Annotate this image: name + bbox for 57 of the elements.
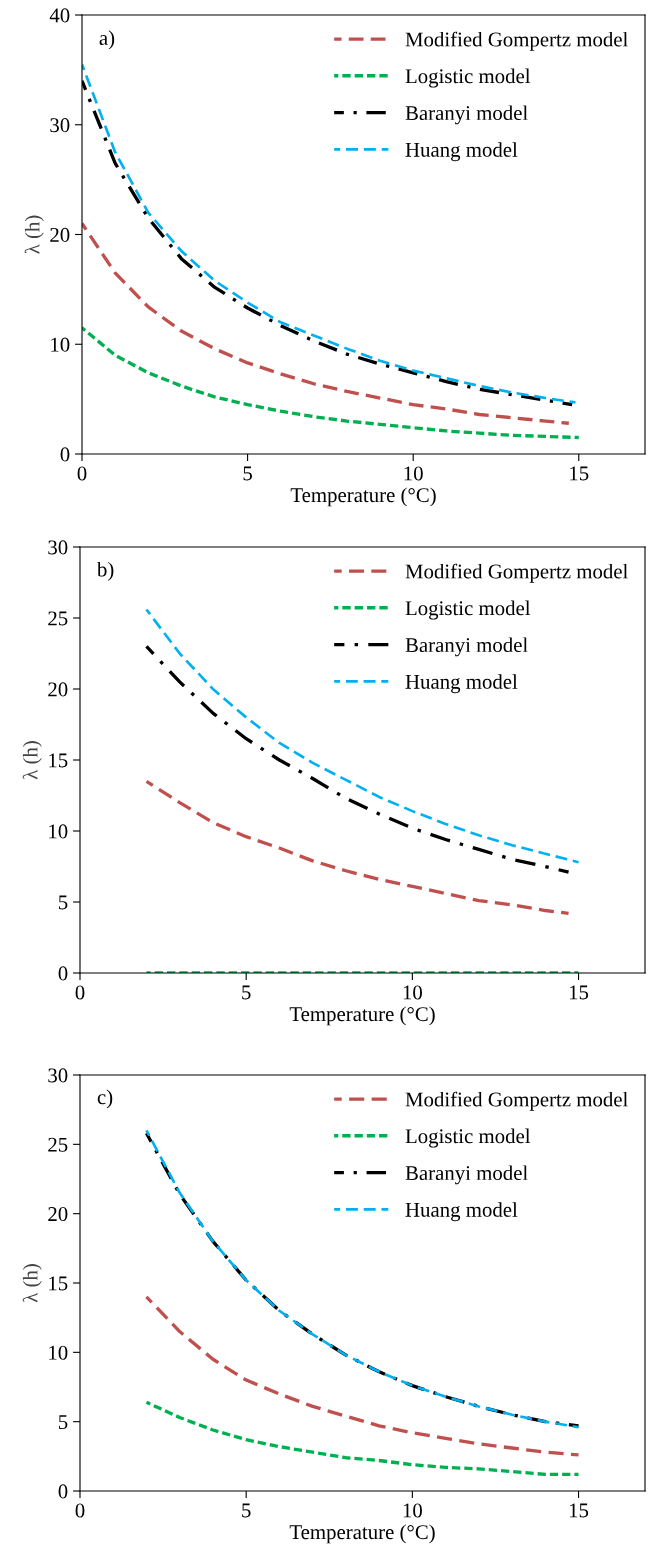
annotation: b)	[96, 561, 114, 581]
y-axis-title: λ (h)	[22, 1264, 42, 1303]
legend-label: Modified Gompertz model	[405, 31, 628, 51]
y-tick-label: 30	[50, 118, 70, 133]
x-tick-label: 10	[403, 1503, 422, 1518]
line-series	[82, 326, 581, 440]
x-axis-title: Temperature (°C)	[289, 1006, 435, 1026]
legend-label: Baranyi model	[405, 105, 528, 125]
y-tick-label: 25	[48, 611, 68, 626]
x-tick-label: 15	[569, 985, 589, 1000]
line-series	[144, 1295, 581, 1457]
x-tick-label: 5	[242, 985, 251, 1000]
annotation: c)	[97, 1089, 113, 1109]
legend-label: Modified Gompertz model	[405, 563, 628, 583]
x-tick-label: 10	[404, 466, 423, 481]
y-tick-label: 30	[48, 540, 68, 555]
line-series	[144, 1400, 581, 1477]
x-tick-label: 0	[75, 985, 85, 1000]
y-tick-label: 40	[49, 8, 70, 23]
y-axis-title: λ (h)	[24, 215, 44, 254]
y-tick-label: 10	[51, 337, 70, 352]
legend-label: Modified Gompertz model	[405, 1091, 628, 1111]
y-tick-label: 0	[58, 1484, 68, 1499]
annotation: a)	[99, 30, 115, 50]
y-tick-label: 20	[48, 682, 68, 697]
y-tick-label: 25	[48, 1137, 68, 1152]
x-tick-label: 15	[570, 466, 589, 481]
legend-label: Logistic model	[405, 1128, 531, 1148]
x-tick-label: 5	[242, 1503, 251, 1518]
x-tick-label: 5	[243, 466, 252, 481]
x-axis-title: Temperature (°C)	[289, 1524, 435, 1544]
line-series	[82, 221, 571, 425]
y-tick-label: 0	[58, 966, 68, 981]
y-axis-title: λ (h)	[22, 741, 42, 780]
legend-label: Huang model	[405, 1202, 518, 1222]
x-tick-label: 0	[77, 466, 87, 481]
x-axis-title: Temperature (°C)	[290, 487, 436, 507]
x-tick-label: 10	[403, 985, 422, 1000]
x-tick-label: 15	[569, 1503, 589, 1518]
legend-label: Huang model	[405, 674, 518, 694]
y-tick-label: 5	[58, 895, 68, 910]
y-tick-label: 20	[50, 227, 70, 242]
y-tick-label: 15	[49, 1276, 68, 1291]
legend-label: Baranyi model	[405, 637, 528, 657]
y-tick-label: 20	[48, 1207, 68, 1222]
y-tick-label: 10	[49, 1345, 68, 1360]
x-tick-label: 0	[75, 1503, 85, 1518]
legend-label: Baranyi model	[405, 1165, 528, 1185]
y-tick-label: 10	[49, 824, 68, 839]
legend-label: Huang model	[405, 142, 518, 162]
y-tick-label: 5	[58, 1415, 68, 1430]
y-tick-label: 0	[60, 447, 70, 462]
y-tick-label: 30	[48, 1068, 68, 1083]
legend-label: Logistic model	[405, 68, 531, 88]
line-series	[144, 779, 571, 916]
legend-label: Logistic model	[405, 600, 531, 620]
y-tick-label: 15	[49, 753, 68, 768]
